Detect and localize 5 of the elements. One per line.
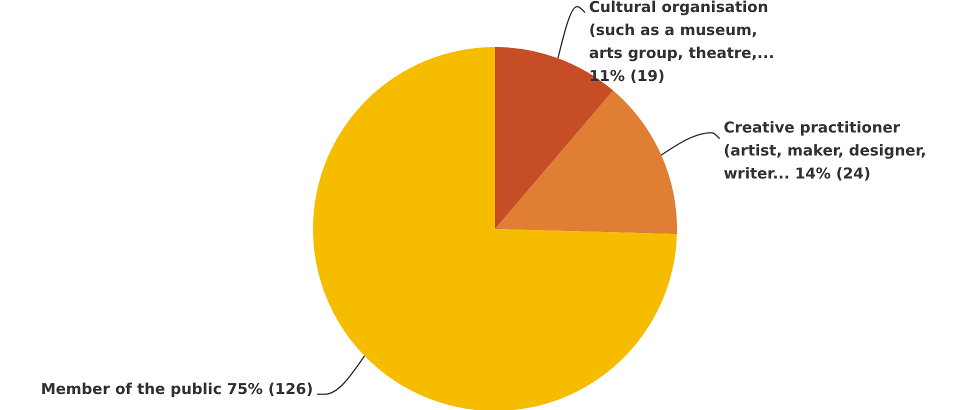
pie-slice	[495, 90, 677, 234]
slice-label: Cultural organisation (such as a museum, arts group, theatre,...	[588, 0, 774, 62]
slice-label: Creative practitioner (artist, maker, designer, writer... 14% (24)	[724, 118, 926, 183]
data-label: 11% (19)	[588, 67, 665, 85]
slice-label: Member of the public 75% (126)	[40, 380, 314, 398]
